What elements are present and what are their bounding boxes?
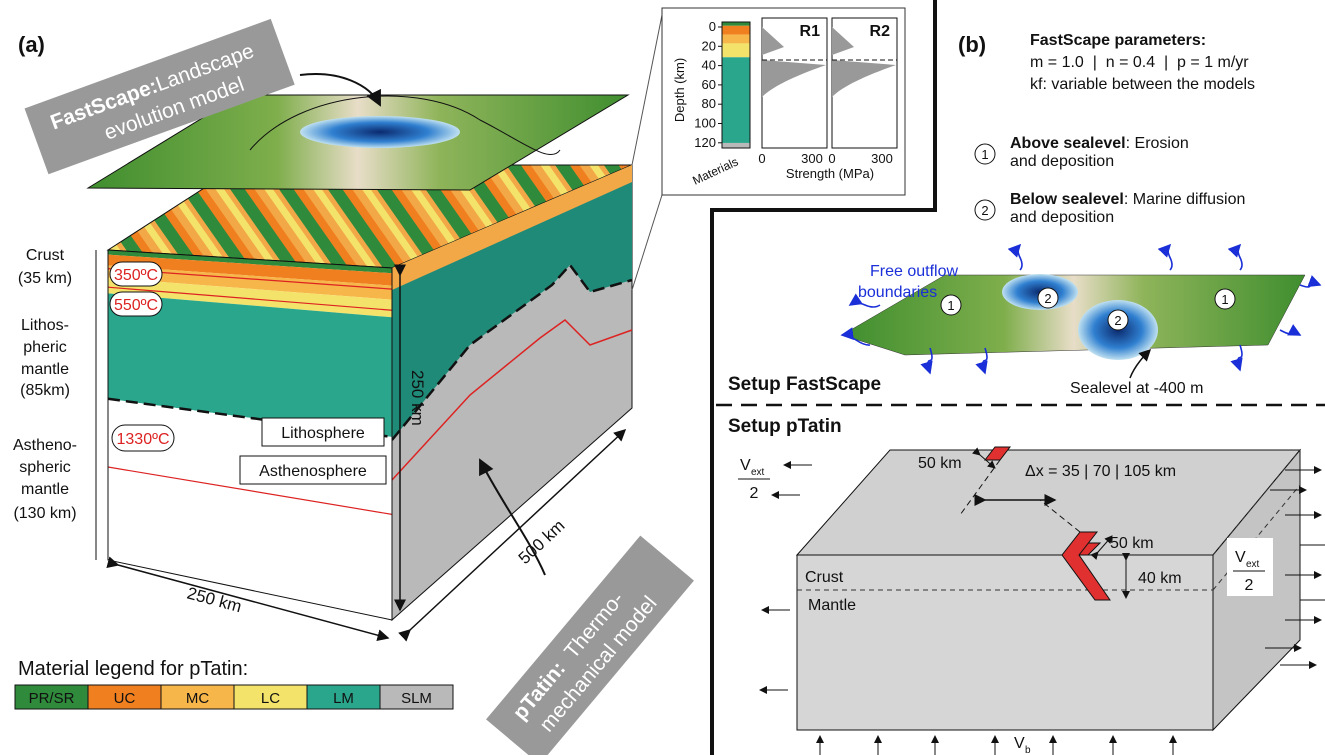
layer-name: mantle [21,361,69,378]
params: m = 1.0 | n = 0.4 | p = 1 m/yr [1030,54,1249,71]
layer-name: mantle [21,481,69,498]
layer-labels: Crust (35 km) Lithos-pheric mantle (85km) Ast… [13,247,77,522]
page: (a) FastScape: Landscape evolution model… [0,0,1325,755]
x-label: Strength (MPa) [786,166,874,181]
layer-thickness: (130 km) [13,505,76,522]
material-column [722,26,750,35]
figure: (a) FastScape: Landscape evolution model… [0,0,1325,755]
number: 2 [1114,313,1121,328]
strength-tick: 300 [801,151,823,166]
process: : Marine diffusion [1124,191,1246,208]
material-column [722,43,750,57]
panel-label: (a) [18,32,45,57]
legend-label: SLM [401,690,432,707]
process-bold: Below sealevel [1010,191,1124,208]
outflow-label: boundaries [858,284,937,301]
depth-tick: 40 [702,58,716,73]
ptatin-box: pTatin: Thermo- mechanical model [486,536,694,755]
legend: PR/SR UC MC LC LM SLM [15,685,453,709]
process: and deposition [1010,153,1114,170]
outflow-arrow [1238,345,1242,370]
depth-tick: 0 [709,19,716,34]
material-column [722,143,750,148]
boundary-label: Asthenosphere [259,463,367,480]
v-denominator: 2 [1245,577,1254,594]
depth-tick: 100 [694,116,716,131]
legend-label: UC [114,690,136,707]
v-symbol: V [1014,735,1025,752]
basin [300,116,460,148]
outflow-arrow [1238,245,1242,270]
layer: Mantle [808,597,856,614]
outflow-arrow [1280,330,1300,335]
dimension: 250 km [408,370,427,426]
sealevel: Sealevel at -400 m [1070,380,1203,397]
isotherm: 550ºC [114,297,158,314]
layer-name: pheric [23,339,67,356]
legend-title: Material legend for pTatin: [18,658,248,680]
layer-name: Lithos- [21,317,69,334]
v-symbol: V [1235,549,1246,566]
fault-width: 50 km [918,455,962,472]
outflow-arrow [1168,245,1172,270]
isotherm: 350ºC [114,267,158,284]
number: 2 [981,203,988,218]
depth-tick: 80 [702,96,716,111]
v-symbol: V [740,457,751,474]
section-title: Setup FastScape [728,374,881,395]
v-denominator: 2 [750,485,759,502]
layer-name: spheric [19,459,71,476]
outflow-arrow [850,303,880,307]
zoom-line [632,195,662,290]
material-column [722,22,750,26]
params: kf: variable between the models [1030,76,1255,93]
outflow-arrow [1300,283,1320,287]
depth-tick: 20 [702,38,716,53]
v-subscript: ext [1246,559,1260,570]
panel-label: (b) [958,32,986,57]
offset: Δx = 35 | 70 | 105 km [1025,463,1176,480]
crust-depth: 40 km [1138,570,1182,587]
legend-label: PR/SR [29,690,75,707]
strength-tick: 0 [828,151,835,166]
y-label: Depth (km) [672,58,687,122]
zoom-line [632,15,662,165]
boundary-label: Lithosphere [281,425,365,442]
profile-label: R1 [800,23,821,40]
number: 1 [981,147,988,162]
strength-tick: 300 [871,151,893,166]
layer-name: Astheno- [13,437,77,454]
profile-label: R2 [870,23,891,40]
section-title: Setup pTatin [728,416,842,437]
legend-label: LM [333,690,354,707]
depth-tick: 60 [702,77,716,92]
legend-label: LC [261,690,280,707]
layer-thickness: (35 km) [18,270,72,287]
dimension: 500 km [515,516,569,568]
layer: Crust [805,569,844,586]
processes: 1 Above sealevel: Erosion and deposition 2 B… [975,135,1245,226]
v-subscript: b [1025,745,1031,755]
v-subscript: ext [751,467,765,478]
layer-name: Crust [26,247,65,264]
number: 2 [1044,291,1051,306]
number: 1 [947,298,954,313]
number: 1 [1221,292,1228,307]
fault-width: 50 km [1110,535,1154,552]
outflow-label: Free outflow [870,263,958,280]
layer-thickness: (85km) [20,382,70,399]
outflow-arrow [1018,245,1022,270]
strength-tick: 0 [758,151,765,166]
dimension: 250 km [185,584,244,617]
params-title: FastScape parameters: [1030,32,1206,49]
depth-tick: 120 [694,135,716,150]
legend-label: MC [186,690,209,707]
process: and deposition [1010,209,1114,226]
material-column [722,35,750,44]
material-column [722,57,750,143]
process: : Erosion [1126,135,1189,152]
isotherm: 1330ºC [117,431,170,448]
process-bold: Above sealevel [1010,135,1126,152]
